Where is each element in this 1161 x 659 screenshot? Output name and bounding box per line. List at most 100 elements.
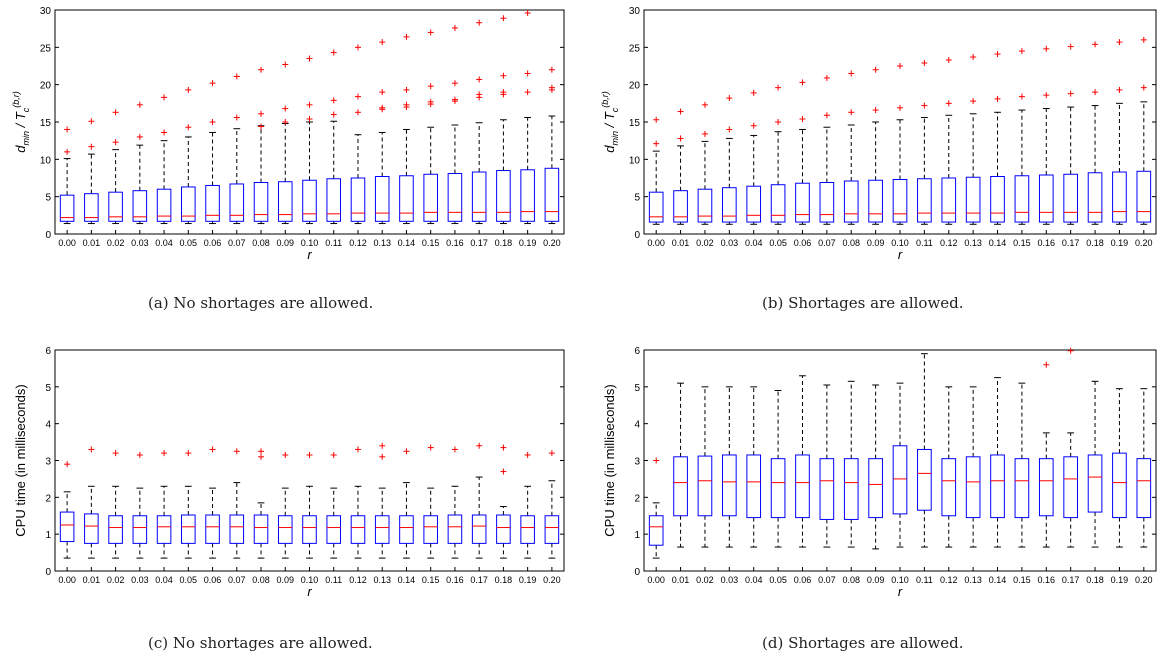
box-body [253,514,269,544]
box-0.03 [722,95,737,225]
x-tick-label: 0.04 [745,238,763,248]
box-0.14 [399,33,414,225]
box-body [1014,458,1030,519]
box-body [326,515,342,544]
x-tick-label: 0.19 [519,238,537,248]
box-body [544,515,560,544]
box-0.06 [795,79,810,225]
box-0.06 [205,80,220,225]
box-body [108,191,123,222]
box-0.02 [108,109,123,225]
x-tick-label: 0.09 [867,238,885,248]
box-0.07 [229,73,245,225]
x-tick-label: 0.00 [647,575,665,585]
chart-b: 0 5 10 15 20 25 30 0.00 0.01 0.02 0.03 0.04 0.05 0.06… [600,6,1157,262]
box-0.19 [520,451,535,559]
box-0.18 [1087,380,1103,548]
box-0.10 [892,382,908,548]
box-body [697,188,713,223]
y-tick-label: 10 [40,155,52,166]
box-0.04 [156,94,172,225]
chart-c: 0 1 2 3 4 5 6 0.00 0.01 0.02 0.03 0.04 0.05 0.06 0.07 0… [13,346,565,599]
y-tick-label: 20 [40,81,52,92]
box-0.17 [1063,43,1078,225]
box-0.15 [1014,382,1030,548]
x-tick-label: 0.00 [58,575,76,585]
x-tick-label: 0.16 [446,238,464,248]
box-body [423,173,438,222]
box-0.09 [277,61,293,225]
x-tick-label: 0.20 [1135,575,1153,585]
box-body [648,515,664,546]
box-body [673,190,688,223]
x-tick-label: 0.07 [818,575,836,585]
x-tick-label: 0.05 [180,238,198,248]
box-0.13 [374,442,390,559]
x-tick-label: 0.15 [1013,575,1031,585]
box-body [770,458,786,519]
box-0.11 [326,49,342,225]
box-0.09 [868,66,883,225]
box-0.10 [302,55,317,225]
box-body [990,176,1005,223]
x-tick-label: 0.14 [398,238,416,248]
box-body [520,515,535,544]
x-tick-label: 0.19 [1111,575,1129,585]
box-0.08 [253,66,269,225]
box-0.15 [1014,48,1030,225]
box-body [1014,175,1030,223]
x-tick-label: 0.08 [842,238,860,248]
box-body [399,175,414,222]
chart-d: 0 1 2 3 4 5 6 0.00 0.01 0.02 0.03 0.04 0.05 0.06 0.07 0… [602,346,1157,599]
box-0.05 [181,450,196,559]
plot-frame [54,349,565,572]
box-body [1038,174,1054,223]
y-tick-label: 20 [629,81,641,92]
box-0.13 [374,39,390,225]
x-tick-label: 0.11 [325,575,342,585]
box-body [205,184,220,222]
box-body [1112,452,1127,519]
box-body [868,458,883,519]
box-0.15 [423,29,438,225]
box-body [1087,172,1103,223]
box-body [253,181,269,222]
box-body [965,176,981,223]
box-0.13 [965,54,981,225]
box-0.02 [108,450,123,559]
y-tick-label: 0 [634,567,640,578]
y-tick-label: 10 [629,155,641,166]
box-0.19 [1112,388,1127,548]
x-tick-label: 0.15 [1013,238,1031,248]
box-0.05 [770,84,786,225]
box-0.01 [673,382,688,548]
y-tick-label: 0 [634,230,640,241]
y-axis-label: CPU time (in milliseconds) [602,384,617,536]
box-0.05 [770,390,786,548]
box-0.09 [868,384,883,550]
box-body [1136,170,1152,223]
box-body [1087,454,1103,513]
caption-b: (b) Shortages are allowed. [762,294,964,312]
box-body [1063,173,1078,223]
caption-c: (c) No shortages are allowed. [148,634,373,652]
x-axis-label: r [898,584,903,599]
box-0.03 [132,451,148,559]
x-tick-label: 0.14 [398,575,416,585]
box-body [59,194,75,222]
box-0.20 [544,66,560,225]
box-body [520,169,535,222]
box-0.12 [350,44,366,225]
x-tick-label: 0.02 [696,575,714,585]
box-0.11 [917,353,932,548]
x-tick-label: 0.16 [446,575,464,585]
y-axis-label: dmin / Tc(b,r) [600,91,620,153]
x-tick-label: 0.01 [672,238,690,248]
y-axis-label: dmin / Tc(b,r) [11,91,31,153]
y-tick-label: 25 [629,43,641,54]
box-body [471,514,487,544]
box-body [819,181,835,223]
x-tick-label: 0.05 [769,238,787,248]
x-tick-label: 0.19 [1111,238,1129,248]
x-tick-label: 0.20 [543,238,561,248]
